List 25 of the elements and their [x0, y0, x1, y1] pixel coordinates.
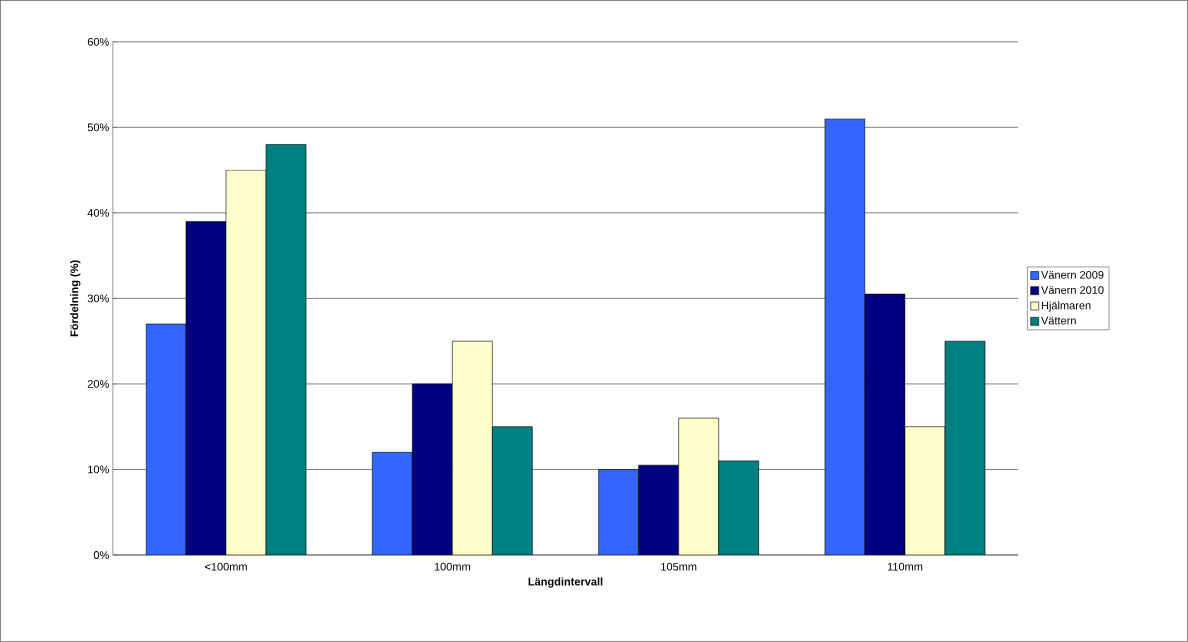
legend-label: Vänern 2009 [1041, 271, 1104, 279]
y-tick-label: 60% [87, 38, 109, 46]
x-tick-label: 100mm [434, 562, 470, 571]
y-tick-label: 30% [87, 294, 109, 303]
y-tick-label: 10% [88, 465, 109, 474]
bar [678, 417, 719, 556]
bar [904, 426, 946, 556]
y-tick-label: 20% [87, 380, 109, 388]
legend-label: Hjälmaren [1041, 301, 1091, 312]
legend-label: Vänern 2010 [1041, 286, 1104, 295]
y-tick-label: 40% [87, 209, 109, 217]
x-tick-label: 105mm [661, 562, 697, 571]
bar [864, 293, 906, 556]
legend-label: Vättern [1041, 316, 1076, 325]
y-tick-label: 50% [87, 123, 109, 132]
bar [412, 383, 453, 556]
y-tick-label: 0% [93, 551, 109, 559]
bar [225, 169, 267, 556]
x-tick-label: <100mm [204, 562, 247, 571]
y-axis-title: Fördelning (%) [70, 260, 81, 337]
x-tick-label: 110mm [887, 562, 923, 571]
bar [185, 221, 227, 556]
bar [638, 464, 679, 556]
x-axis-title: Längdintervall [528, 577, 603, 588]
bar [452, 340, 493, 556]
